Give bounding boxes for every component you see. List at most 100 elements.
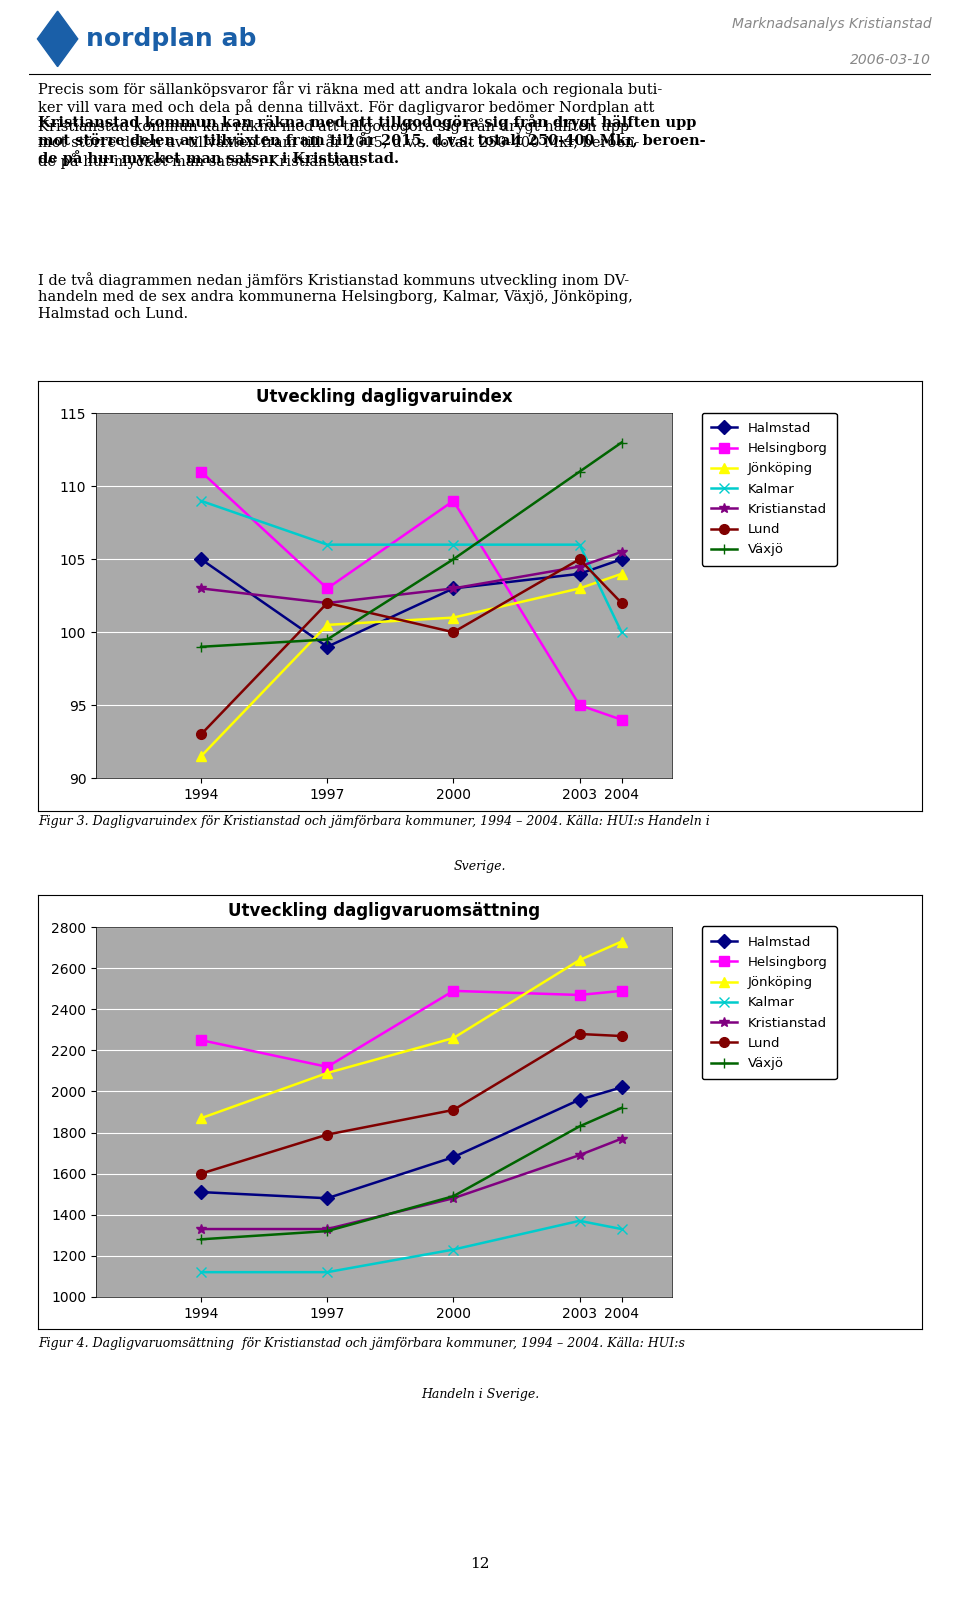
Växjö <box>615 1097 627 1117</box>
Halmstad <box>322 637 333 657</box>
Kristianstad <box>615 541 627 561</box>
Lund <box>195 725 206 744</box>
Halmstad <box>322 1188 333 1208</box>
Text: Precis som för sällanköpsvaror får vi räkna med att andra lokala och regionala b: Precis som för sällanköpsvaror får vi rä… <box>38 81 662 169</box>
Line: Växjö: Växjö <box>196 438 627 652</box>
Växjö <box>195 637 206 657</box>
Kalmar <box>615 1219 627 1238</box>
Halmstad <box>447 579 459 598</box>
Line: Lund: Lund <box>196 1029 627 1178</box>
Lund <box>447 1101 459 1120</box>
Jönköping <box>195 746 206 767</box>
Lund <box>195 1164 206 1183</box>
Kristianstad <box>447 579 459 598</box>
Kalmar <box>322 1263 333 1282</box>
Jönköping <box>574 950 586 969</box>
Kalmar <box>447 535 459 554</box>
Line: Halmstad: Halmstad <box>196 554 627 652</box>
Kristianstad <box>615 1128 627 1148</box>
Polygon shape <box>37 11 78 66</box>
Line: Lund: Lund <box>196 554 627 739</box>
Kalmar <box>574 1211 586 1230</box>
Växjö <box>447 1187 459 1206</box>
Lund <box>574 1024 586 1044</box>
Text: 2006-03-10: 2006-03-10 <box>851 52 931 66</box>
Kristianstad <box>574 558 586 577</box>
Halmstad <box>447 1148 459 1167</box>
Lund <box>615 1026 627 1046</box>
Jönköping <box>615 564 627 584</box>
Kristianstad <box>322 593 333 613</box>
Text: nordplan ab: nordplan ab <box>86 28 256 50</box>
Halmstad <box>615 1078 627 1097</box>
Lund <box>447 622 459 642</box>
Line: Jönköping: Jönköping <box>196 569 627 760</box>
Lund <box>574 550 586 569</box>
Text: Handeln i Sverige.: Handeln i Sverige. <box>420 1388 540 1401</box>
Text: I de två diagrammen nedan jämförs Kristianstad kommuns utveckling inom DV-
hande: I de två diagrammen nedan jämförs Kristi… <box>38 272 634 321</box>
Växjö <box>574 462 586 481</box>
Halmstad <box>195 1182 206 1201</box>
Kalmar <box>195 1263 206 1282</box>
Helsingborg <box>447 981 459 1000</box>
Kristianstad <box>322 1219 333 1238</box>
Text: 12: 12 <box>470 1558 490 1571</box>
Jönköping <box>195 1109 206 1128</box>
Line: Kristianstad: Kristianstad <box>196 548 627 608</box>
Helsingborg <box>574 986 586 1005</box>
Kalmar <box>447 1240 459 1260</box>
Line: Halmstad: Halmstad <box>196 1083 627 1203</box>
Halmstad <box>574 564 586 584</box>
Kristianstad <box>195 1219 206 1238</box>
Text: Figur 3. Dagligvaruindex för Kristianstad och jämförbara kommuner, 1994 – 2004. : Figur 3. Dagligvaruindex för Kristiansta… <box>38 815 710 828</box>
Kristianstad <box>195 579 206 598</box>
Kalmar <box>574 535 586 554</box>
Line: Helsingborg: Helsingborg <box>196 986 627 1071</box>
Växjö <box>322 629 333 648</box>
Kalmar <box>322 535 333 554</box>
Helsingborg <box>574 695 586 715</box>
Helsingborg <box>447 491 459 511</box>
Jönköping <box>574 579 586 598</box>
Line: Kalmar: Kalmar <box>196 1216 627 1277</box>
Lund <box>322 593 333 613</box>
Lund <box>322 1125 333 1144</box>
Jönköping <box>322 616 333 635</box>
Helsingborg <box>322 1057 333 1076</box>
Jönköping <box>447 608 459 627</box>
Kristianstad <box>447 1188 459 1208</box>
Helsingborg <box>195 1031 206 1050</box>
Text: Sverige.: Sverige. <box>454 859 506 872</box>
Helsingborg <box>615 710 627 729</box>
Växjö <box>322 1221 333 1240</box>
Jönköping <box>322 1063 333 1083</box>
Halmstad <box>574 1089 586 1109</box>
Legend: Halmstad, Helsingborg, Jönköping, Kalmar, Kristianstad, Lund, Växjö: Halmstad, Helsingborg, Jönköping, Kalmar… <box>702 413 837 566</box>
Text: Kristianstad kommun kan räkna med att tillgodogöra sig från drygt hälften upp
mo: Kristianstad kommun kan räkna med att ti… <box>38 81 706 167</box>
Helsingborg <box>615 981 627 1000</box>
Halmstad <box>195 550 206 569</box>
Line: Jönköping: Jönköping <box>196 937 627 1123</box>
Line: Växjö: Växjö <box>196 1102 627 1245</box>
Line: Kristianstad: Kristianstad <box>196 1133 627 1234</box>
Text: Marknadsanalys Kristianstad: Marknadsanalys Kristianstad <box>732 18 931 31</box>
Lund <box>615 593 627 613</box>
Kalmar <box>195 491 206 511</box>
Title: Utveckling dagligvaruindex: Utveckling dagligvaruindex <box>255 389 513 407</box>
Växjö <box>447 550 459 569</box>
Kristianstad <box>574 1146 586 1165</box>
Helsingborg <box>322 579 333 598</box>
Jönköping <box>447 1028 459 1047</box>
Helsingborg <box>195 462 206 481</box>
Line: Kalmar: Kalmar <box>196 496 627 637</box>
Kalmar <box>615 622 627 642</box>
Växjö <box>615 433 627 452</box>
Line: Helsingborg: Helsingborg <box>196 467 627 725</box>
Halmstad <box>615 550 627 569</box>
Title: Utveckling dagligvaruomsättning: Utveckling dagligvaruomsättning <box>228 903 540 921</box>
Växjö <box>574 1117 586 1136</box>
Växjö <box>195 1230 206 1250</box>
Legend: Halmstad, Helsingborg, Jönköping, Kalmar, Kristianstad, Lund, Växjö: Halmstad, Helsingborg, Jönköping, Kalmar… <box>702 927 837 1080</box>
Jönköping <box>615 932 627 952</box>
Text: Figur 4. Dagligvaruomsättning  för Kristianstad och jämförbara kommuner, 1994 – : Figur 4. Dagligvaruomsättning för Kristi… <box>38 1337 685 1350</box>
